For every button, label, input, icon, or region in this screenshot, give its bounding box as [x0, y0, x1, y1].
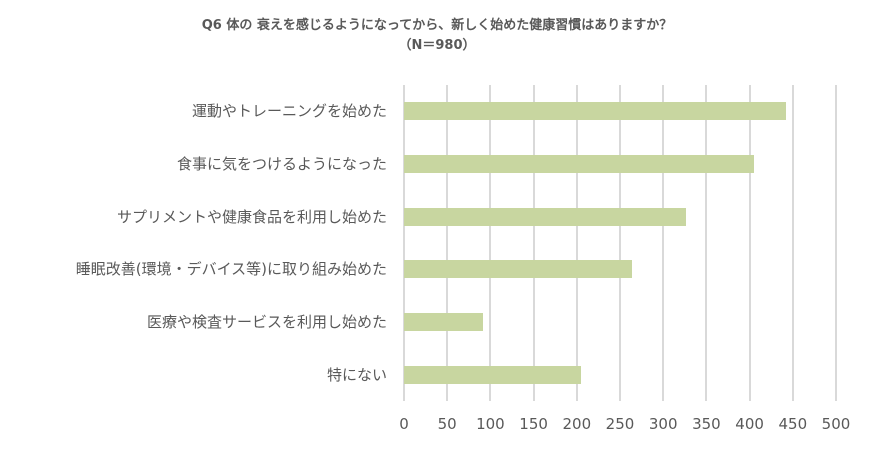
category-label: 医療や検査サービスを利用し始めた: [146, 313, 387, 332]
gridline: [662, 85, 665, 401]
gridline: [446, 85, 449, 401]
category-label: 運動やトレーニングを始めた: [191, 102, 387, 120]
x-tick-label: 300: [648, 415, 678, 433]
gridline: [619, 85, 621, 401]
gridline: [575, 85, 578, 401]
gridline: [835, 85, 837, 401]
x-tick-label: 400: [735, 415, 764, 433]
bar: [404, 102, 786, 120]
x-tick-label: 450: [778, 415, 808, 433]
x-tick-label: 350: [692, 415, 721, 433]
gridline: [489, 85, 492, 401]
category-label: 特にない: [326, 366, 387, 384]
plot-area: [403, 85, 837, 401]
bar: [404, 366, 582, 384]
x-tick-label: 100: [476, 415, 505, 433]
chart-subtitle-sample-size: （N＝980）: [398, 38, 476, 53]
x-tick-label: 500: [821, 415, 851, 433]
bar: [404, 313, 483, 332]
bar: [404, 154, 754, 173]
gridline: [705, 85, 708, 401]
x-tick-label: 150: [519, 415, 548, 433]
category-label: 睡眠改善(環境・デバイス等)に取り組み始めた: [75, 260, 387, 279]
bar: [404, 207, 686, 226]
x-tick-label: 50: [437, 415, 457, 433]
x-tick-label: 200: [562, 415, 592, 433]
bar: [404, 260, 633, 279]
gridline: [791, 85, 794, 401]
gridline: [748, 85, 751, 401]
chart-title: Q6 体の 衰えを感じるようになってから、新しく始めた健康習慣はありますか？ （…: [0, 16, 874, 56]
category-label: 食事に気をつけるようになった: [176, 154, 387, 173]
gridline: [403, 85, 405, 401]
chart-title-question: Q6 体の 衰えを感じるようになってから、新しく始めた健康習慣はありますか？: [201, 18, 673, 33]
x-tick-label: 0: [399, 415, 409, 433]
category-label: サプリメントや健康食品を利用し始めた: [116, 207, 387, 226]
gridline: [532, 85, 535, 401]
x-tick-label: 250: [605, 415, 635, 433]
